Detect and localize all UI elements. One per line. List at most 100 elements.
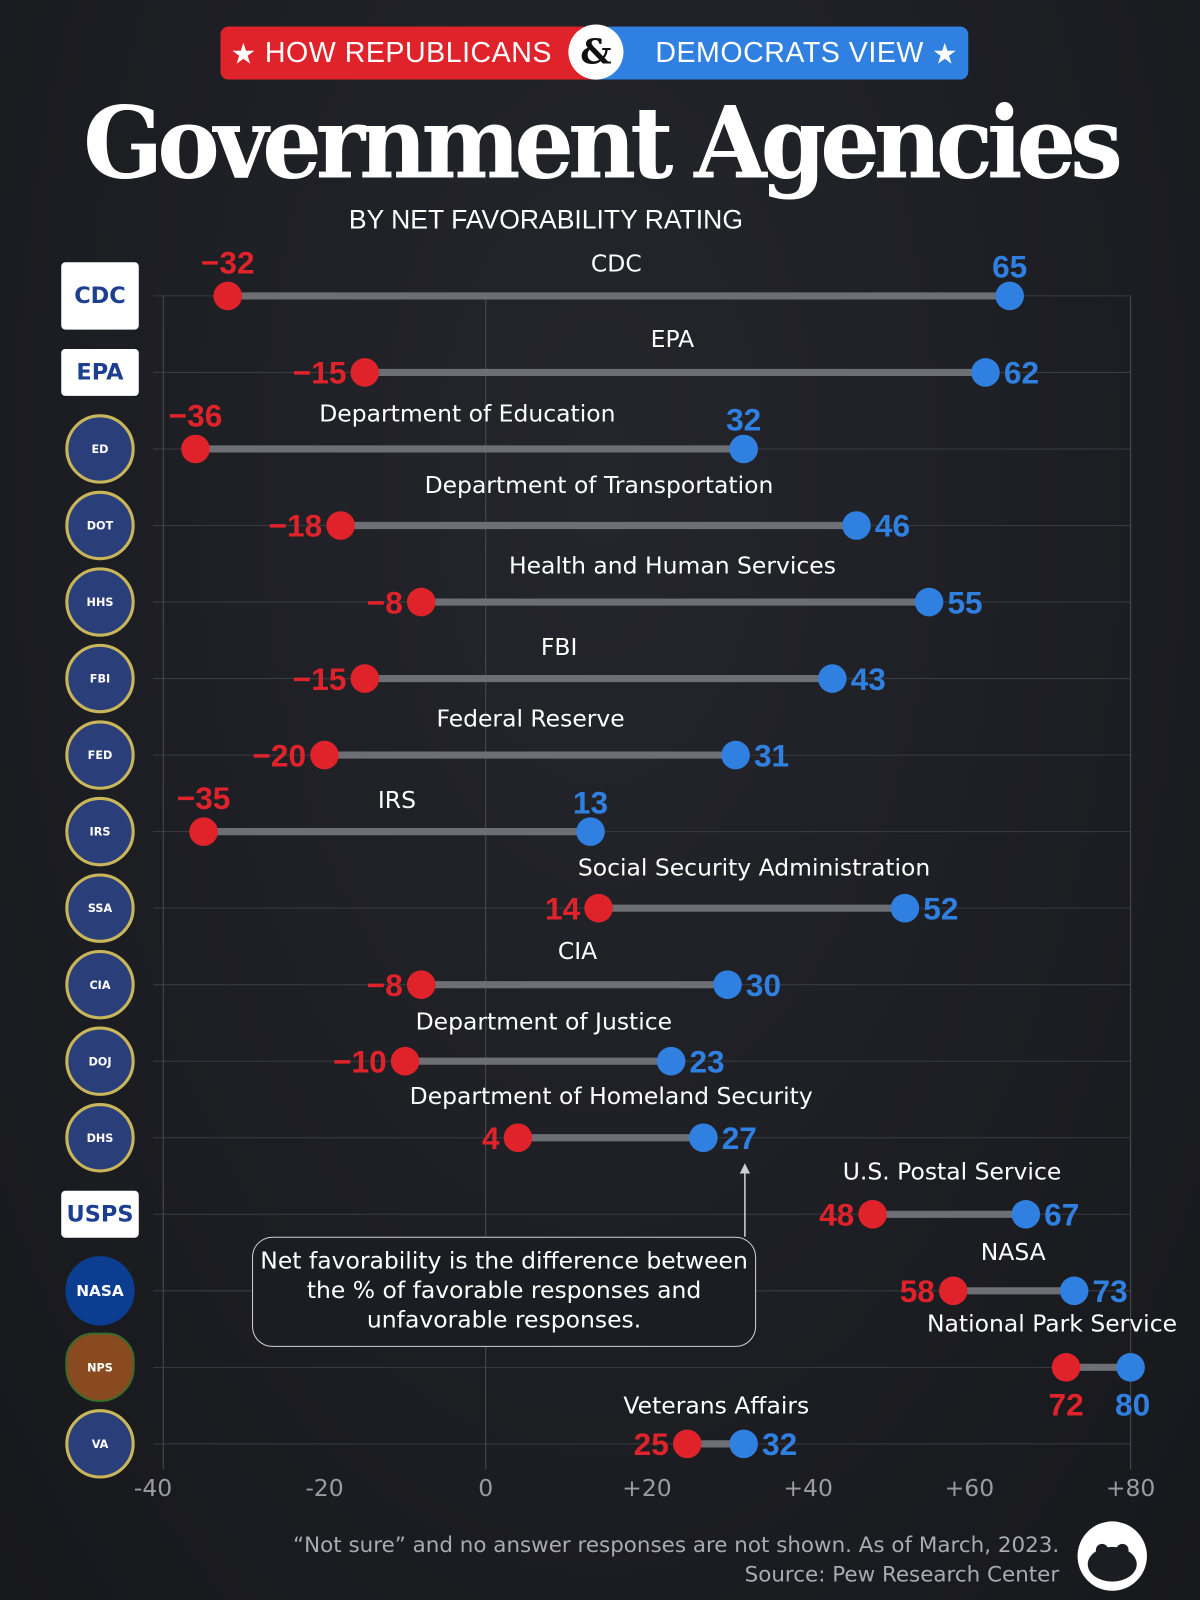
agency-label: Department of Transportation (425, 471, 774, 499)
agency-logo: NPS (61, 1332, 139, 1403)
democrat-value: 32 (726, 402, 761, 438)
seal-icon: FED (65, 720, 135, 790)
democrat-value: 31 (754, 737, 789, 773)
seal-icon: VA (65, 1409, 135, 1479)
page-title: Government Agencies (83, 84, 1123, 202)
agency-logo: DHS (61, 1103, 139, 1173)
republican-dot (213, 281, 243, 311)
republican-value: −18 (269, 508, 323, 544)
agency-label: EPA (651, 325, 695, 353)
agency-logo: IRS (61, 796, 139, 867)
agency-logo: NASA (61, 1256, 139, 1326)
democrat-value: 13 (573, 784, 608, 820)
seal-icon: ED (65, 414, 135, 484)
democrat-dot (842, 511, 871, 540)
star-icon: ★ (230, 37, 257, 69)
republican-dot (406, 587, 436, 617)
democrat-value: 62 (1004, 355, 1039, 391)
democrat-value: 43 (851, 661, 886, 697)
democrat-value: 80 (1115, 1386, 1150, 1422)
democrat-dot (1059, 1276, 1089, 1306)
seal-icon: CIA (65, 949, 135, 1020)
republican-value: −8 (367, 967, 403, 1003)
seal-icon: DOJ (65, 1026, 135, 1096)
republican-dot (181, 434, 210, 464)
agency-label: Federal Reserve (436, 705, 624, 733)
democrat-dot (576, 817, 605, 846)
agency-logo: HHS (61, 567, 139, 637)
republican-dot (189, 817, 218, 846)
footnote: “Not sure” and no answer responses are n… (293, 1532, 1060, 1558)
agency-label: U.S. Postal Service (843, 1158, 1062, 1186)
republican-value: 25 (634, 1426, 669, 1462)
republican-value: −32 (201, 244, 255, 280)
seal-icon: FBI (65, 643, 135, 714)
x-tick-label: +80 (1106, 1474, 1156, 1502)
agency-label: Veterans Affairs (623, 1391, 809, 1419)
democrat-value: 32 (762, 1426, 797, 1462)
agency-label: IRS (378, 786, 416, 814)
agency-logo: CDC (61, 261, 139, 330)
source: Source: Pew Research Center (744, 1562, 1060, 1587)
democrat-dot (818, 664, 847, 693)
x-tick-label: 0 (478, 1474, 493, 1502)
republican-value: −36 (169, 398, 223, 434)
seal-icon: DHS (65, 1103, 135, 1173)
banner-right: DEMOCRATS VIEW (655, 36, 924, 69)
agency-logo: EPA (61, 338, 139, 407)
seal-icon: HHS (65, 567, 135, 637)
republican-dot (390, 1046, 420, 1076)
republican-dot (406, 970, 436, 999)
agency-logo: USPS (61, 1180, 139, 1249)
agency-label: National Park Service (927, 1310, 1177, 1338)
democrat-dot (713, 970, 742, 999)
republican-value: −15 (293, 355, 347, 391)
republican-value: −8 (367, 584, 403, 620)
republican-dot (503, 1123, 533, 1153)
democrat-value: 65 (992, 249, 1027, 285)
democrat-value: 46 (875, 508, 910, 544)
republican-value: 14 (545, 890, 581, 926)
democrat-dot (729, 1429, 758, 1459)
agency-logo: DOJ (61, 1026, 139, 1096)
explanation-note: Net favorability is the difference betwe… (252, 1236, 757, 1347)
seal-icon: USPS (61, 1190, 139, 1238)
republican-value: −35 (177, 780, 231, 816)
democrat-dot (914, 587, 944, 617)
seal-icon: CDC (61, 262, 139, 330)
republican-dot (938, 1276, 968, 1306)
x-tick-label: +60 (945, 1474, 995, 1502)
seal-icon: SSA (65, 873, 135, 943)
democrat-value: 67 (1044, 1197, 1079, 1233)
republican-value: 58 (900, 1273, 935, 1309)
republican-dot (858, 1199, 887, 1229)
republican-dot (350, 358, 380, 387)
agency-label: Social Security Administration (578, 854, 930, 882)
x-tick-label: +40 (783, 1474, 833, 1502)
star-icon: ★ (932, 37, 959, 69)
republican-value: −10 (333, 1043, 387, 1079)
democrat-dot (729, 434, 758, 464)
democrat-dot (890, 893, 920, 923)
democrat-value: 27 (722, 1120, 757, 1156)
agency-label: CIA (558, 937, 597, 965)
republican-dot (672, 1429, 702, 1459)
seal-icon: NASA (65, 1256, 135, 1326)
seal-icon: DOT (65, 490, 135, 561)
republican-value: −20 (252, 737, 306, 773)
democrat-dot (721, 740, 750, 770)
democrat-value: 52 (923, 890, 958, 926)
seal-icon: NPS (65, 1332, 135, 1403)
banner-left: HOW REPUBLICANS (264, 36, 552, 69)
agency-logo: SSA (61, 873, 139, 943)
agency-logo: FED (61, 720, 139, 790)
seal-icon: IRS (65, 796, 135, 867)
republican-dot (310, 740, 339, 770)
agency-label: Department of Homeland Security (410, 1082, 813, 1110)
subtitle: BY NET FAVORABILITY RATING (348, 204, 743, 235)
republican-dot (350, 664, 380, 693)
democrat-dot (1011, 1199, 1041, 1229)
x-tick-label: +20 (622, 1474, 672, 1502)
republican-dot (584, 893, 613, 923)
